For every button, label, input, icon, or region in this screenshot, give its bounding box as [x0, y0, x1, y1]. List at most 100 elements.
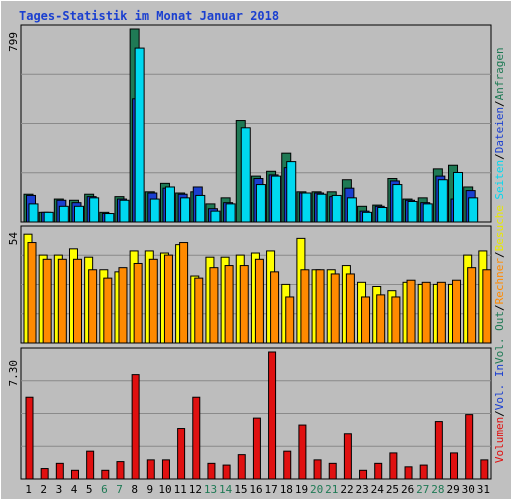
x-tick-label-day-1: 1	[25, 483, 32, 496]
x-tick-label-day-4: 4	[71, 483, 78, 496]
bar-volumen-day-20	[313, 459, 322, 480]
bar-rechner-day-17	[270, 271, 280, 344]
bar-volumen-day-8	[131, 374, 140, 480]
side-label-part: /	[493, 410, 506, 417]
bar-seiten-day-23	[362, 211, 373, 223]
bar-seiten-day-5	[89, 197, 100, 223]
side-label-part: Rechner	[493, 258, 506, 305]
x-tick-label-day-24: 24	[371, 483, 385, 496]
bar-rechner-day-21	[330, 273, 340, 344]
x-tick-label-day-14: 14	[219, 483, 233, 496]
bar-seiten-day-14	[225, 203, 236, 223]
bar-volumen-day-26	[404, 466, 413, 480]
bar-rechner-day-23	[361, 296, 371, 344]
bar-volumen-day-12	[192, 396, 201, 480]
bar-volumen-day-27	[419, 464, 428, 480]
panel-3-side-label: Volumen/Vol. In	[493, 364, 506, 463]
bar-rechner-day-31	[482, 269, 492, 344]
bar-seiten-day-27	[422, 203, 433, 223]
bar-rechner-day-3	[57, 258, 67, 344]
bar-seiten-day-28	[437, 179, 448, 223]
x-tick-label-day-5: 5	[86, 483, 93, 496]
bar-volumen-day-5	[86, 450, 95, 480]
bar-rechner-day-16	[254, 258, 264, 344]
bar-volumen-day-19	[298, 424, 307, 480]
bar-rechner-day-26	[406, 279, 416, 344]
bar-volumen-day-14	[222, 464, 231, 480]
panel-3-y-max-label: 7.30	[7, 360, 20, 387]
bar-volumen-day-21	[328, 462, 337, 480]
x-tick-label-day-26: 26	[401, 483, 414, 496]
bar-seiten-day-20	[316, 193, 327, 223]
bar-rechner-day-9	[148, 258, 158, 344]
x-tick-label-day-21: 21	[325, 483, 338, 496]
side-label-part: /	[493, 251, 506, 258]
bar-seiten-day-13	[210, 210, 221, 223]
bar-volumen-day-13	[207, 462, 216, 480]
bar-rechner-day-4	[72, 258, 82, 344]
x-tick-label-day-8: 8	[131, 483, 138, 496]
side-label-part: Anfragen	[493, 47, 506, 100]
bar-seiten-day-17	[271, 175, 282, 223]
bar-volumen-day-23	[359, 469, 368, 480]
x-tick-label-day-2: 2	[40, 483, 47, 496]
bar-volumen-day-22	[343, 433, 352, 480]
bar-volumen-day-29	[450, 452, 459, 480]
bar-rechner-day-6	[103, 277, 113, 344]
bar-rechner-day-11	[179, 242, 189, 344]
side-label-part: Vol. Out	[493, 311, 506, 364]
bar-volumen-day-17	[268, 351, 277, 480]
x-tick-label-day-10: 10	[158, 483, 171, 496]
bar-seiten-day-24	[377, 207, 388, 223]
bar-volumen-day-31	[480, 459, 489, 480]
bar-seiten-day-8	[134, 47, 145, 223]
bar-seiten-day-22	[346, 197, 357, 223]
bar-seiten-day-6	[104, 213, 115, 223]
bar-rechner-day-7	[118, 267, 128, 344]
bar-seiten-day-10	[164, 186, 175, 223]
side-label-part: Volumen	[493, 417, 506, 463]
chart-title: Tages-Statistik im Monat Januar 2018	[19, 9, 279, 23]
bar-rechner-day-2	[42, 258, 52, 344]
x-tick-label-day-17: 17	[265, 483, 278, 496]
bar-seiten-day-2	[43, 211, 54, 223]
bar-rechner-day-25	[391, 296, 401, 344]
bar-rechner-day-5	[88, 269, 98, 344]
x-tick-label-day-16: 16	[249, 483, 262, 496]
bar-seiten-day-4	[73, 205, 84, 223]
bar-seiten-day-26	[407, 200, 418, 223]
panel-2-y-max-label: 54	[7, 232, 20, 246]
x-tick-label-day-30: 30	[462, 483, 475, 496]
bar-volumen-day-1	[25, 396, 34, 480]
panel-1-y-max-label: 799	[7, 32, 20, 52]
x-tick-label-day-25: 25	[386, 483, 399, 496]
side-label-part: Dateien	[493, 107, 506, 153]
bar-volumen-day-2	[40, 468, 49, 480]
bar-seiten-day-25	[392, 184, 403, 223]
bar-rechner-day-1	[27, 242, 37, 344]
bar-seiten-day-15	[240, 127, 251, 223]
bar-seiten-day-11	[180, 197, 191, 223]
x-tick-label-day-22: 22	[340, 483, 353, 496]
bar-seiten-day-30	[468, 197, 479, 223]
side-label-part: /	[493, 304, 506, 311]
bar-seiten-day-12	[195, 194, 206, 223]
bar-volumen-day-3	[55, 462, 64, 480]
bar-rechner-day-22	[345, 273, 355, 344]
bar-rechner-day-20	[315, 269, 325, 344]
bar-seiten-day-9	[149, 198, 160, 223]
bar-rechner-day-19	[300, 269, 310, 344]
bar-rechner-day-10	[163, 254, 173, 344]
side-label-part: /	[493, 153, 506, 160]
x-tick-label-day-9: 9	[147, 483, 154, 496]
bar-seiten-day-3	[58, 205, 69, 223]
bar-volumen-day-28	[434, 421, 443, 480]
bar-rechner-day-15	[239, 265, 249, 344]
bar-rechner-day-27	[421, 281, 431, 344]
bar-volumen-day-15	[237, 454, 246, 480]
bar-rechner-day-18	[285, 296, 295, 344]
bar-volumen-day-30	[465, 414, 474, 480]
bar-seiten-day-19	[301, 192, 312, 223]
